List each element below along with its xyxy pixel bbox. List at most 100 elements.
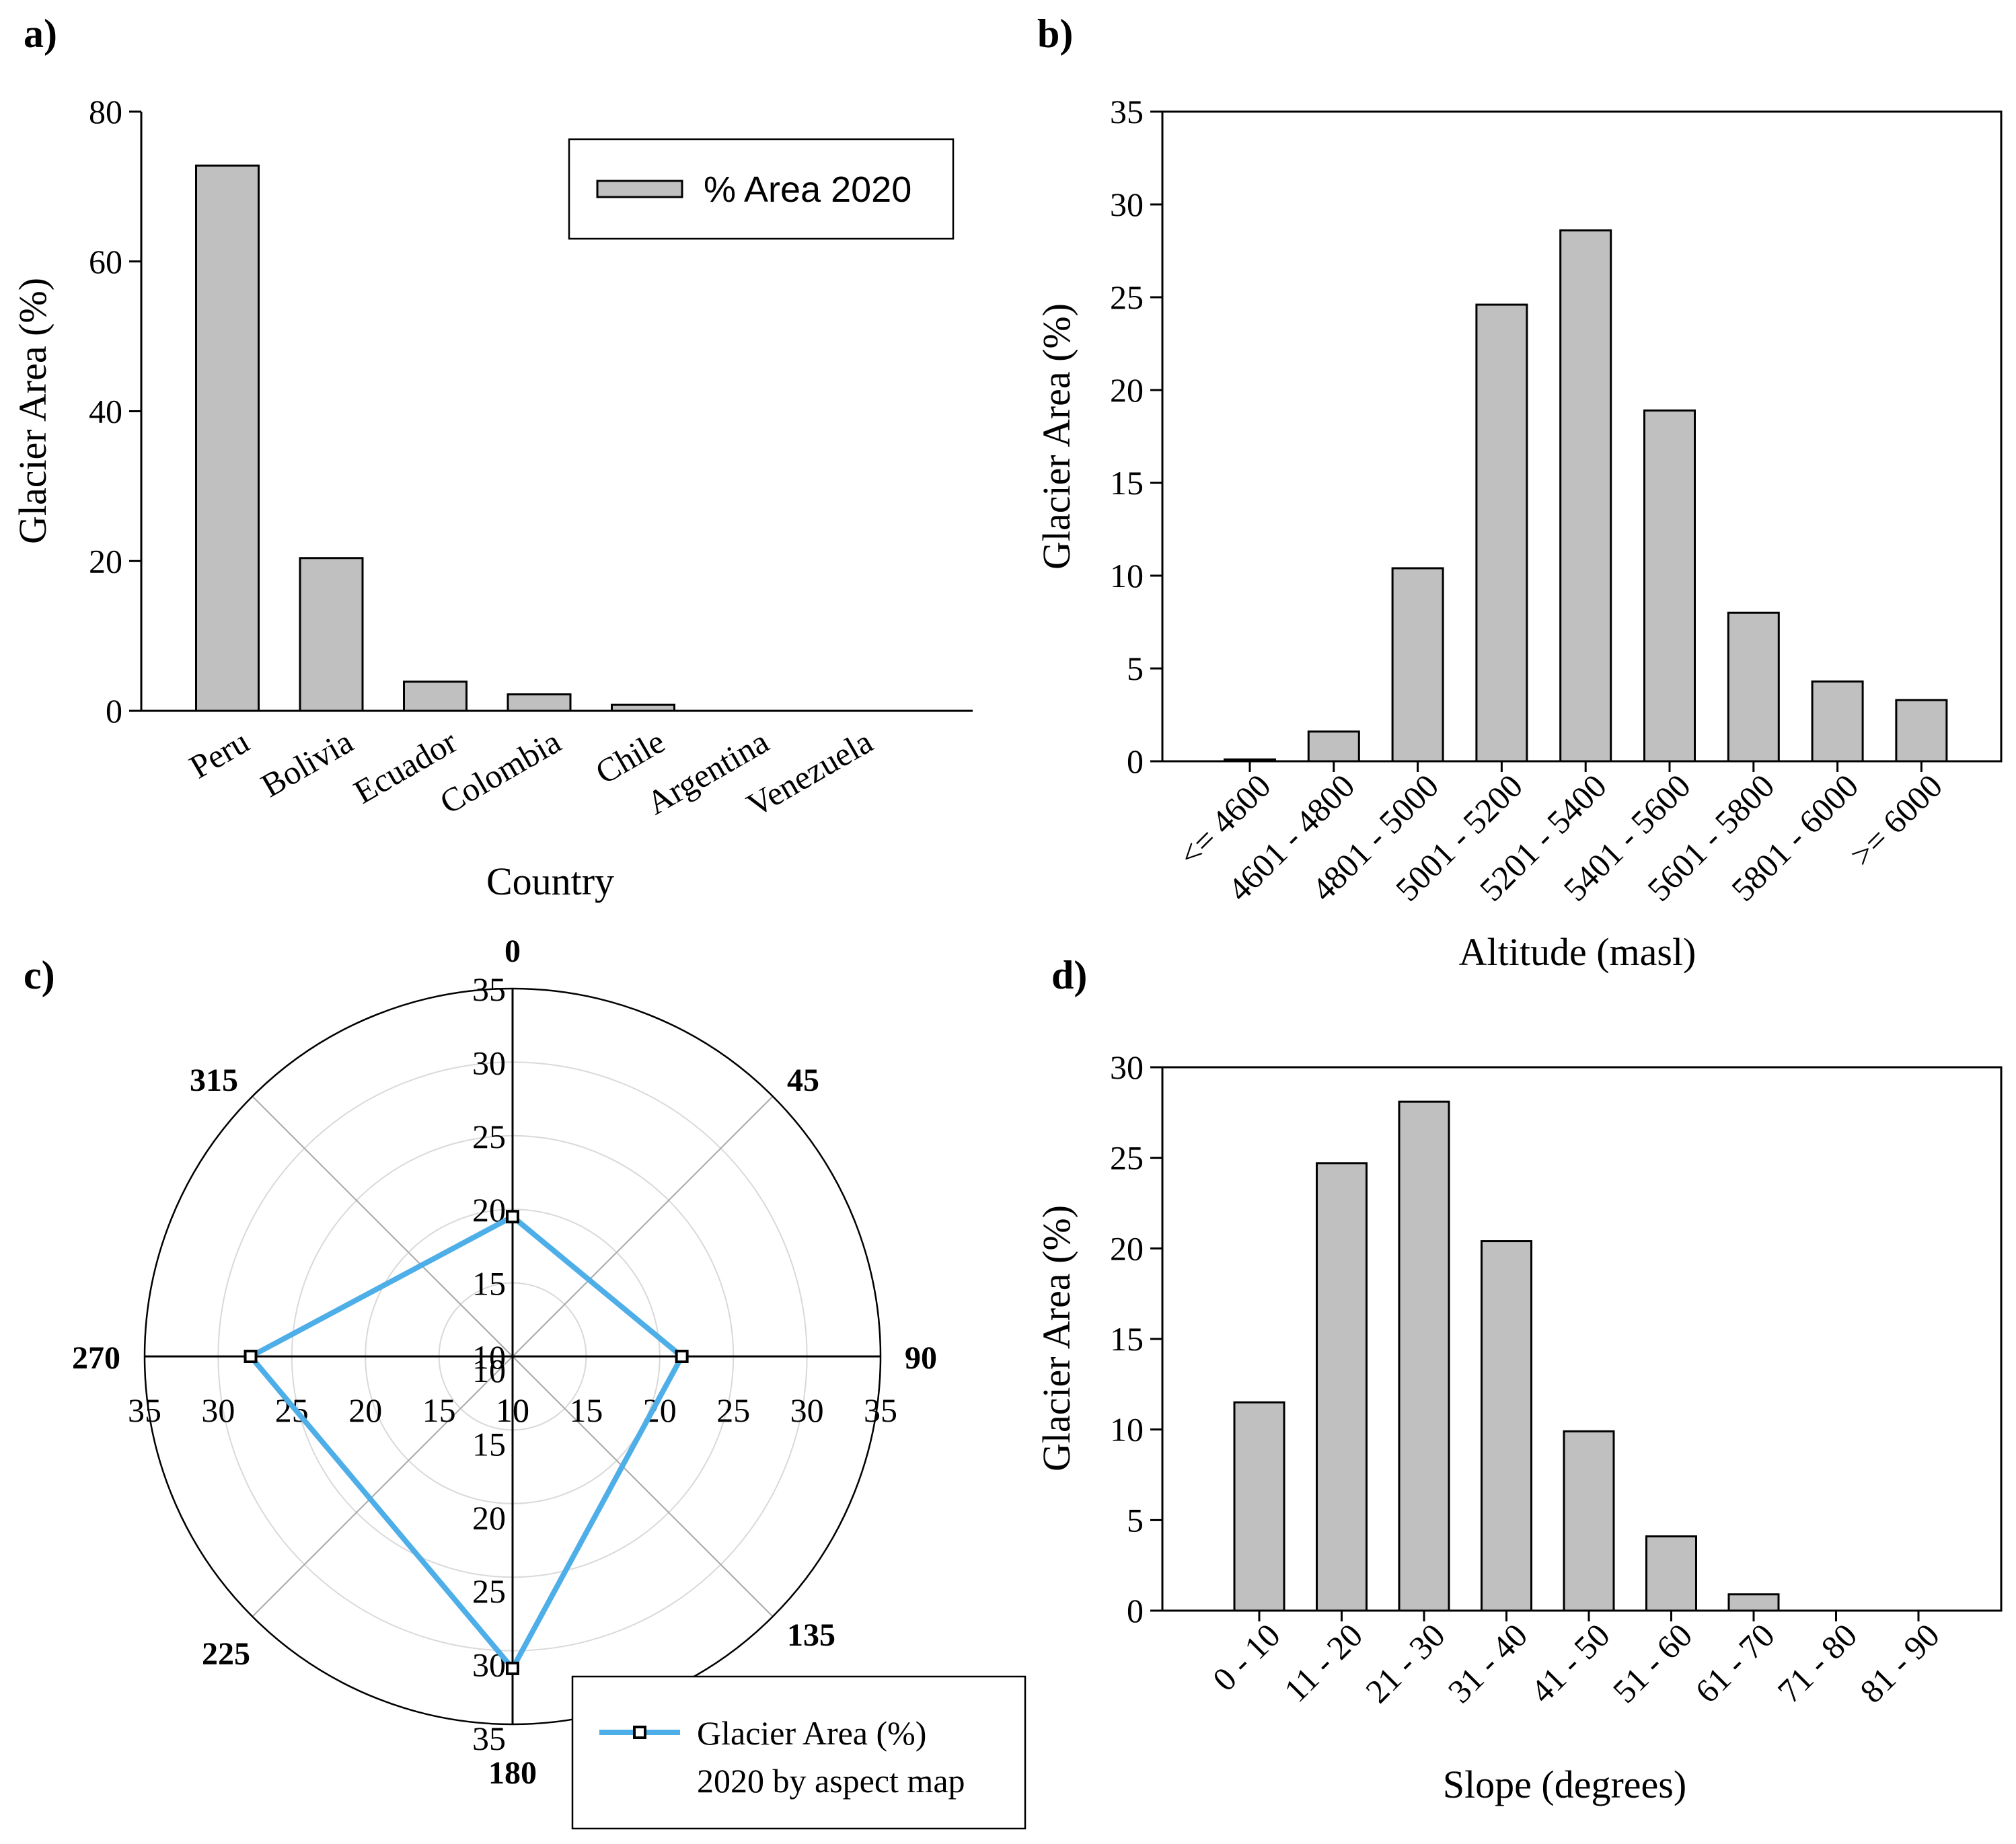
panel-a-x-tick-label: Colombia bbox=[433, 722, 567, 821]
panel-d-x-axis-title: Slope (degrees) bbox=[1443, 1763, 1686, 1806]
panel-b-x-axis-title: Altitude (masl) bbox=[1459, 930, 1696, 974]
panel-b-y-tick-label: 30 bbox=[1110, 186, 1144, 223]
panel-c-direction-label: 225 bbox=[202, 1636, 250, 1672]
panel-a-bars bbox=[195, 164, 675, 712]
panel-d-bar bbox=[1233, 1401, 1285, 1612]
panel-d-y-tick-label: 20 bbox=[1110, 1229, 1144, 1267]
panel-b-bar bbox=[1224, 758, 1276, 763]
panel-d-bar bbox=[1727, 1593, 1780, 1612]
panel-c-direction-label: 0 bbox=[505, 933, 521, 969]
panel-c-spoke bbox=[512, 1096, 774, 1357]
panel-c-radial-tick-labels: 1010101015151515202020202525252530303030… bbox=[128, 970, 897, 1757]
panel-d-y-ticks: 0 5 10 15 20 25 30 bbox=[1110, 1048, 1162, 1629]
panel-c-direction-labels: 0 45 90 135 180 225 270 315 bbox=[72, 933, 937, 1791]
panel-d-y-tick-label: 0 bbox=[1127, 1592, 1144, 1629]
panel-a-legend-label: % Area 2020 bbox=[704, 169, 911, 210]
panel-c-data-point bbox=[506, 1210, 519, 1224]
panel-c-direction-label: 90 bbox=[905, 1340, 937, 1376]
panel-a-legend: % Area 2020 bbox=[568, 138, 955, 240]
panel-a-bar bbox=[195, 164, 260, 712]
panel-c-polar-grid bbox=[143, 987, 882, 1726]
panel-c-radial-tick-label: 10 bbox=[496, 1391, 529, 1429]
panel-c-radial-tick-label: 35 bbox=[472, 1720, 506, 1757]
panel-c-radial-tick-label: 30 bbox=[790, 1391, 824, 1429]
panel-a-y-tick-label: 60 bbox=[89, 243, 122, 280]
panel-b-bar bbox=[1895, 699, 1948, 763]
panel-a-y-tick-label: 0 bbox=[106, 692, 122, 730]
panel-c-radial-tick-label: 10 bbox=[472, 1352, 506, 1389]
panel-c-data-point bbox=[244, 1350, 258, 1363]
panel-b-bars bbox=[1224, 229, 1948, 763]
panel-c-radial-tick-label: 25 bbox=[472, 1118, 506, 1155]
panel-b-y-ticks: 0 5 10 15 20 25 30 35 bbox=[1110, 93, 1162, 780]
panel-c-letter: c) bbox=[24, 953, 55, 997]
panel-d-letter: d) bbox=[1051, 953, 1087, 997]
panel-b-y-tick-label: 0 bbox=[1127, 742, 1144, 780]
panel-c-spoke bbox=[512, 1356, 774, 1617]
panel-b-y-tick-label: 10 bbox=[1110, 557, 1144, 594]
panel-d-x-tick-label: 81 - 90 bbox=[1853, 1616, 1947, 1710]
panel-c-data-point bbox=[506, 1661, 519, 1675]
panel-b-bar bbox=[1559, 229, 1612, 763]
panel-d-bar bbox=[1398, 1100, 1450, 1612]
panel-d-x-tick-label: 71 - 80 bbox=[1770, 1616, 1865, 1710]
panel-b-y-axis-title: Glacier Area (%) bbox=[1035, 303, 1078, 570]
panel-a-bar bbox=[507, 693, 572, 712]
panel-d-bar bbox=[1645, 1535, 1697, 1612]
panel-c-spoke bbox=[252, 1356, 513, 1617]
panel-c-radial-tick-label: 25 bbox=[472, 1572, 506, 1610]
panel-c-spoke bbox=[252, 1096, 513, 1357]
panel-a-letter: a) bbox=[24, 11, 57, 56]
panel-c-radial-tick-label: 15 bbox=[472, 1425, 506, 1463]
panel-c-series-line bbox=[248, 1214, 685, 1671]
panel-d-y-axis-title: Glacier Area (%) bbox=[1035, 1205, 1078, 1471]
panel-a-bar bbox=[611, 703, 675, 712]
panel-c-legend-marker bbox=[633, 1726, 646, 1739]
panel-d-bar bbox=[1316, 1162, 1368, 1612]
panel-b-bar bbox=[1391, 567, 1444, 763]
panel-a-bar bbox=[403, 681, 468, 712]
panel-c-radial-tick-label: 35 bbox=[472, 970, 506, 1008]
panel-c-legend-line-2: 2020 by aspect map bbox=[697, 1762, 965, 1800]
panel-c-radial-tick-label: 30 bbox=[472, 1044, 506, 1081]
panel-a-y-axis-title: Glacier Area (%) bbox=[11, 278, 54, 544]
panel-d-y-tick-label: 25 bbox=[1110, 1139, 1144, 1177]
panel-d-x-tick-label: 0 - 10 bbox=[1205, 1616, 1287, 1698]
panel-b-bar bbox=[1475, 303, 1528, 763]
panel-d-bar bbox=[1481, 1240, 1532, 1612]
panel-c-direction-label: 135 bbox=[787, 1617, 835, 1653]
panel-c-radial-tick-label: 20 bbox=[348, 1391, 382, 1429]
panel-a-y-tick-label: 80 bbox=[89, 93, 122, 130]
panel-c-data-point bbox=[675, 1350, 689, 1363]
panel-a-x-axis-title: Country bbox=[486, 859, 614, 903]
panel-a-x-tick-label: Bolivia bbox=[255, 722, 359, 804]
panel-b-bar bbox=[1727, 611, 1780, 763]
panel-d-x-tick-label: 41 - 50 bbox=[1523, 1616, 1617, 1710]
panel-b-y-tick-label: 25 bbox=[1110, 278, 1144, 316]
panel-c-series bbox=[244, 1210, 689, 1675]
panel-c-direction-label: 315 bbox=[190, 1063, 238, 1098]
panel-d-x-tick-label: 51 - 60 bbox=[1606, 1616, 1700, 1710]
panel-d-bars bbox=[1233, 1100, 1780, 1612]
panel-a-bar bbox=[299, 557, 364, 712]
panel-c-legend-line-1: Glacier Area (%) bbox=[697, 1714, 926, 1752]
panel-d-y-tick-label: 5 bbox=[1127, 1501, 1144, 1539]
panel-c-legend: Glacier Area (%) 2020 by aspect map bbox=[571, 1675, 1026, 1830]
panel-c-radial-tick-label: 35 bbox=[864, 1391, 897, 1429]
panel-b-y-tick-label: 20 bbox=[1110, 371, 1144, 409]
panel-d-x-tick-label: 61 - 70 bbox=[1688, 1616, 1782, 1710]
panel-b-y-tick-label: 35 bbox=[1110, 93, 1144, 130]
panel-c-radial-tick-label: 25 bbox=[716, 1391, 750, 1429]
panel-a-y-tick-label: 40 bbox=[89, 393, 122, 430]
panel-b-bar bbox=[1643, 409, 1696, 763]
panel-d-y-tick-label: 30 bbox=[1110, 1048, 1144, 1086]
panel-c-radial-tick-label: 10 bbox=[496, 1391, 529, 1429]
panel-c-legend-box bbox=[571, 1675, 1026, 1830]
